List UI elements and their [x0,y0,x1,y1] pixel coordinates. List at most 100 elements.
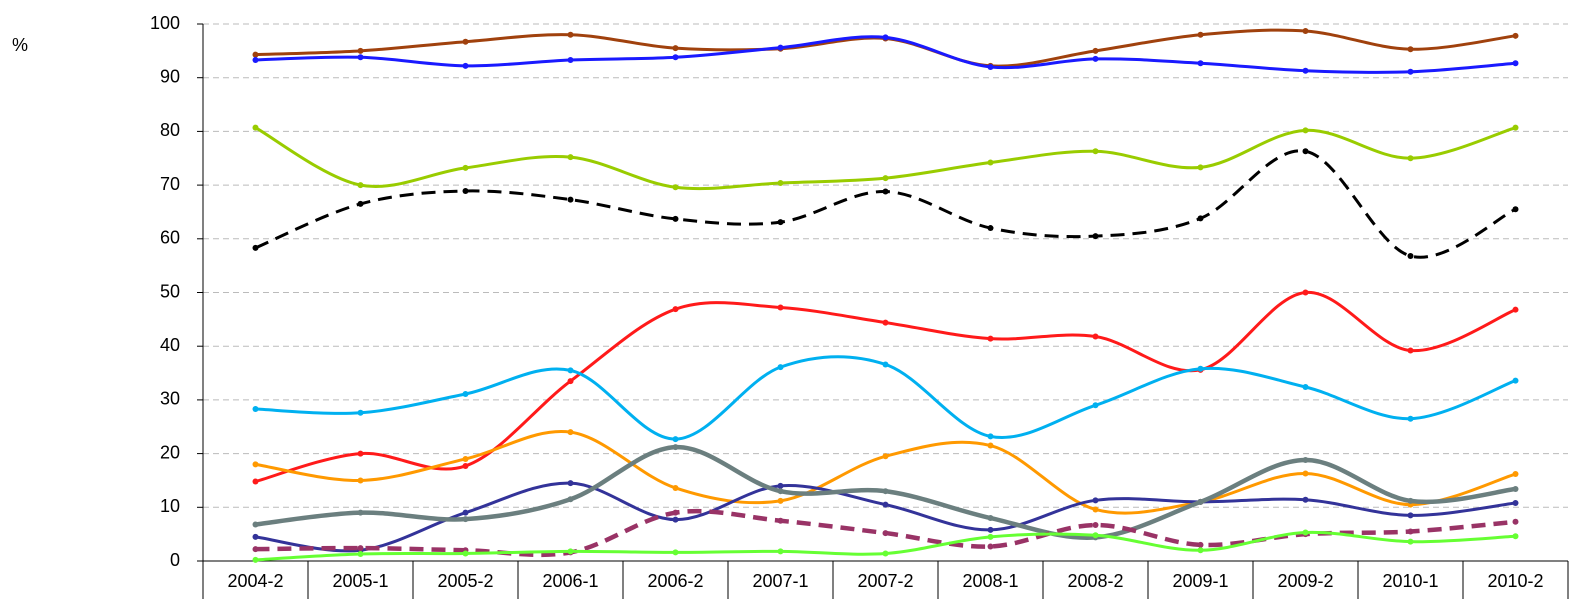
point [357,47,364,54]
point [357,450,364,457]
point [987,63,994,70]
point [672,444,679,451]
point [672,215,679,222]
point [1512,533,1519,540]
point [357,54,364,61]
y-tick-label: 0 [170,550,180,570]
x-tick-label: 2008-2 [1067,571,1123,591]
point [462,509,469,516]
point [882,550,889,557]
point [567,378,574,385]
y-tick-label: 80 [160,120,180,140]
point [777,179,784,186]
x-tick-label: 2009-1 [1172,571,1228,591]
point [672,45,679,52]
x-tick-label: 2006-2 [647,571,703,591]
point [567,196,574,203]
x-tick-label: 2006-1 [542,571,598,591]
y-tick-label: 100 [150,13,180,33]
point [672,484,679,491]
point [252,546,259,553]
point [882,34,889,41]
point [882,501,889,508]
point [987,526,994,533]
point [987,533,994,540]
x-tick-label: 2005-2 [437,571,493,591]
point [1302,529,1309,536]
point [672,54,679,61]
point [1407,415,1414,422]
point [1407,347,1414,354]
point [252,533,259,540]
point [1512,60,1519,67]
point [1197,60,1204,67]
point [567,367,574,374]
point [252,51,259,58]
point [1197,365,1204,372]
point [1092,532,1099,539]
point [1092,47,1099,54]
point [462,38,469,45]
point [672,509,679,516]
point [1197,31,1204,38]
point [357,409,364,416]
point [1512,124,1519,131]
y-tick-label: 40 [160,335,180,355]
point [777,219,784,226]
point [1092,233,1099,240]
point [357,477,364,484]
point [987,225,994,232]
point [252,244,259,251]
point [1512,500,1519,507]
x-tick-label: 2004-2 [227,571,283,591]
point [567,154,574,161]
x-tick-label: 2007-1 [752,571,808,591]
point [1302,470,1309,477]
point [462,462,469,469]
point [1197,215,1204,222]
point [1197,541,1204,548]
point [987,515,994,522]
point [252,56,259,63]
point [357,509,364,516]
point [462,455,469,462]
point [777,548,784,555]
point [882,361,889,368]
point [882,530,889,537]
point [1512,206,1519,213]
point [1512,518,1519,525]
point [1407,68,1414,75]
point [567,31,574,38]
point [1407,538,1414,545]
x-tick-label: 2010-1 [1382,571,1438,591]
point [252,406,259,413]
point [567,56,574,63]
point [1092,148,1099,155]
point [252,461,259,468]
point [1092,402,1099,409]
point [357,551,364,558]
point [882,453,889,460]
point [357,182,364,189]
point [987,159,994,166]
point [777,44,784,51]
point [1512,486,1519,493]
point [462,62,469,69]
point [567,548,574,555]
point [1512,32,1519,39]
point [1407,252,1414,259]
point [987,442,994,449]
point [1407,497,1414,504]
point [777,488,784,495]
x-tick-label: 2008-1 [962,571,1018,591]
point [672,436,679,443]
point [1092,55,1099,62]
y-tick-label: 30 [160,389,180,409]
point [672,184,679,191]
x-tick-label: 2010-2 [1487,571,1543,591]
point [1302,457,1309,464]
y-tick-label: 90 [160,66,180,86]
point [777,517,784,524]
point [462,550,469,557]
point [882,488,889,495]
